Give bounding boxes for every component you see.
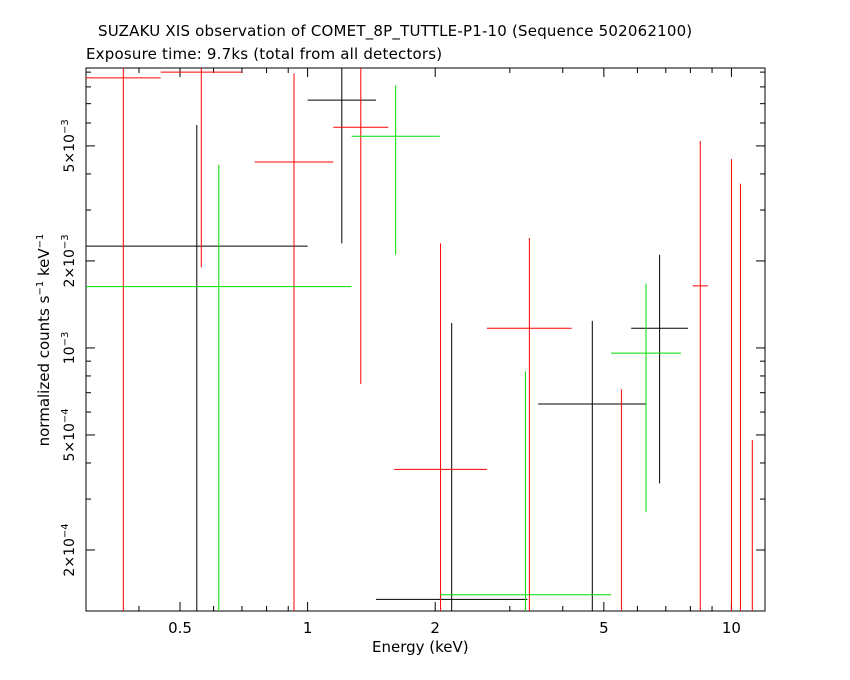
y-tick-label: 10−3 xyxy=(60,332,78,365)
x-tick-label: 0.5 xyxy=(168,619,192,637)
x-axis-label: Energy (keV) xyxy=(372,638,469,656)
x-tick-label: 2 xyxy=(430,619,440,637)
x-tick-label: 1 xyxy=(303,619,313,637)
y-axis-label-exp-1: −1 xyxy=(35,280,46,296)
y-tick-label: 5×10−4 xyxy=(60,408,78,461)
y-tick-label: 2×10−4 xyxy=(60,523,78,576)
y-tick-label: 2×10−3 xyxy=(60,234,78,287)
x-tick-label: 10 xyxy=(722,619,741,637)
y-axis-label: normalized counts s−1 keV−1 xyxy=(35,234,53,447)
chart-title: SUZAKU XIS observation of COMET_8P_TUTTL… xyxy=(98,22,693,40)
chart-subtitle: Exposure time: 9.7ks (total from all det… xyxy=(86,45,443,63)
x-tick-label: 5 xyxy=(599,619,609,637)
y-tick-label: 5×10−3 xyxy=(60,119,78,172)
y-axis-label-text: normalized counts s xyxy=(35,295,53,447)
y-axis-label-unit: keV xyxy=(35,248,53,281)
y-axis-label-exp-2: −1 xyxy=(35,233,46,249)
plot-frame xyxy=(85,67,766,612)
